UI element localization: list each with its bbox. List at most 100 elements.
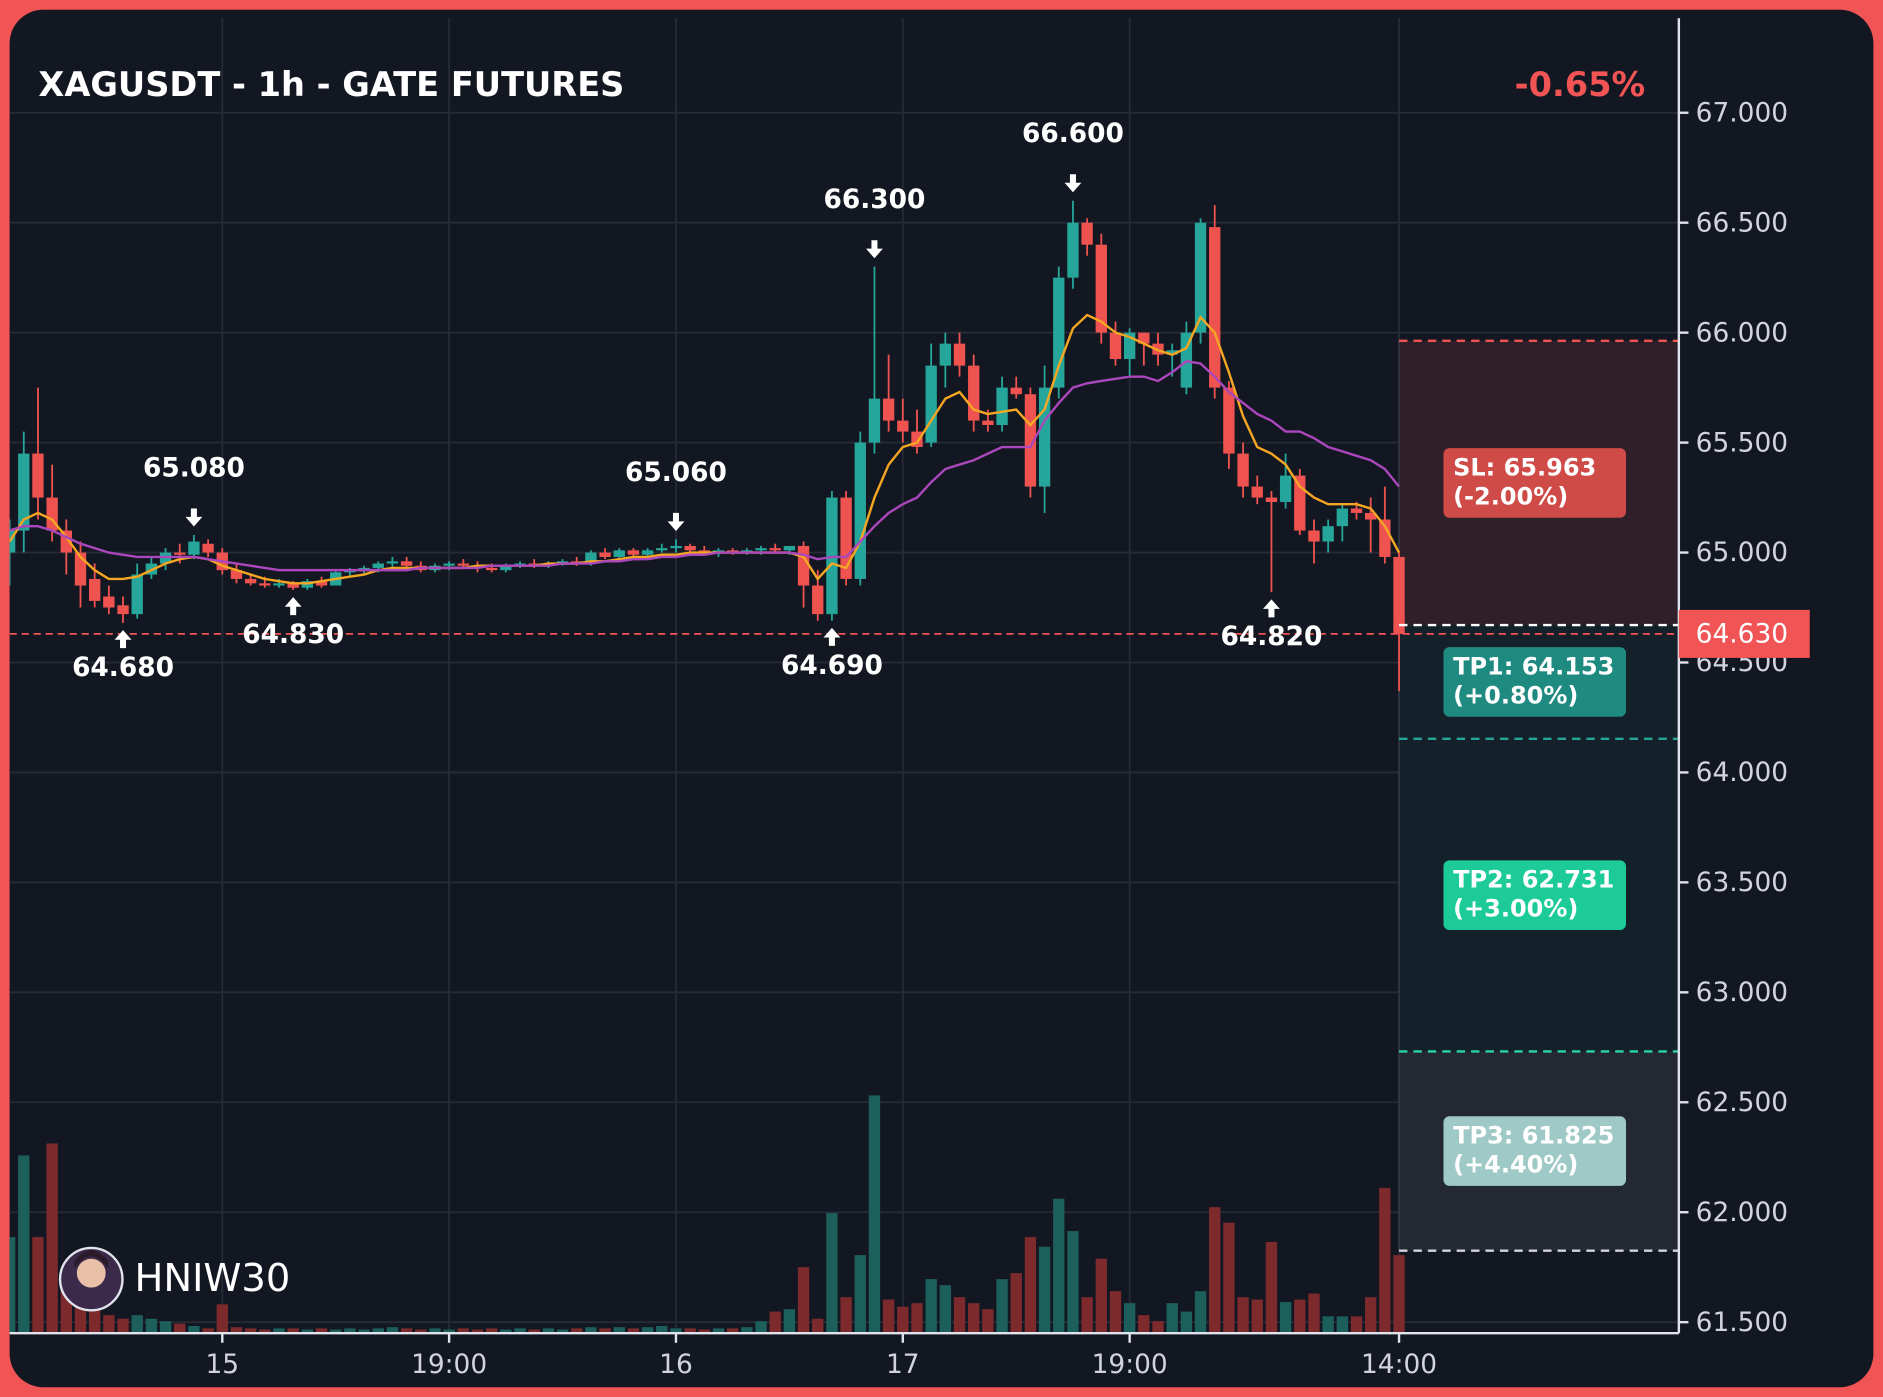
candle-body: [1209, 227, 1221, 388]
candle-body: [1265, 497, 1278, 502]
y-tick-label: 67.000: [1696, 97, 1788, 128]
volume-bar: [1180, 1311, 1193, 1334]
annotation-arrow: [185, 508, 203, 527]
volume-bar: [1138, 1315, 1150, 1334]
volume-bar: [273, 1328, 285, 1334]
level-note: (+4.40%): [1453, 1151, 1578, 1179]
x-tick-label: 15: [205, 1349, 239, 1380]
axes: 61.50062.00062.50063.00063.50064.00064.5…: [205, 97, 1810, 1380]
volume-bar: [1336, 1316, 1348, 1334]
candle-body: [656, 548, 668, 551]
candle-body: [1379, 519, 1391, 557]
volume-bar: [188, 1325, 200, 1334]
level-box: [1443, 1116, 1627, 1186]
moving-average: [9, 360, 1400, 572]
annotation-arrow: [1064, 174, 1082, 193]
volume-bar: [868, 1095, 881, 1334]
level-note: (-2.00%): [1453, 482, 1568, 510]
y-tick-label: 61.500: [1696, 1307, 1788, 1338]
volume-bar: [443, 1329, 455, 1334]
watermark-text: HNIW30: [135, 1256, 291, 1301]
candle-body: [1336, 508, 1348, 527]
volume-bar: [755, 1321, 767, 1334]
candle-body: [769, 548, 781, 551]
candle-body: [89, 578, 101, 601]
volume-bar: [911, 1303, 923, 1334]
candle-body: [32, 453, 44, 498]
y-tick-label: 65.000: [1696, 537, 1788, 568]
annotation-label: 64.830: [242, 619, 344, 650]
volume-bar: [60, 1285, 72, 1334]
annotation-arrow: [1263, 599, 1280, 618]
volume-bar: [429, 1328, 441, 1334]
volume-bar: [542, 1328, 555, 1334]
volume-bar: [1365, 1297, 1377, 1334]
y-tick-label: 66.500: [1696, 207, 1788, 238]
candle-body: [1251, 486, 1263, 498]
level-label: TP3: 61.825: [1453, 1122, 1614, 1150]
candle-body: [400, 561, 413, 566]
volume-bar: [400, 1328, 413, 1334]
volume-bar: [485, 1328, 498, 1334]
candle-body: [1095, 244, 1107, 333]
candle-body: [273, 583, 285, 586]
volume-bar: [216, 1304, 228, 1334]
candle-body: [485, 567, 498, 571]
volume-bar: [287, 1328, 299, 1334]
volume-bar: [145, 1318, 158, 1334]
candle-body: [259, 583, 271, 586]
candle-body: [202, 543, 214, 553]
candle-body: [684, 545, 696, 551]
volume-bar: [330, 1329, 342, 1334]
candle-body: [755, 548, 767, 551]
volume-bar: [315, 1328, 328, 1334]
y-tick-label: 62.000: [1696, 1197, 1788, 1228]
volume: [9, 1095, 1405, 1334]
candle-body: [882, 398, 895, 421]
candle-body: [1223, 387, 1235, 454]
volume-bar: [415, 1329, 427, 1334]
annotation-arrow: [284, 597, 302, 616]
volume-bar: [528, 1329, 540, 1334]
avatar-face: [76, 1258, 106, 1288]
watermark: HNIW30: [58, 1246, 291, 1312]
candle-body: [797, 545, 810, 586]
volume-bar: [1393, 1255, 1405, 1334]
candle-body: [117, 605, 129, 615]
candle-body: [1053, 277, 1065, 388]
volume-bar: [230, 1327, 243, 1334]
candle-body: [18, 453, 30, 531]
annotation-arrow: [823, 627, 841, 646]
y-tick-label: 63.000: [1696, 977, 1788, 1008]
volume-bar: [386, 1327, 399, 1334]
candle-body: [840, 497, 852, 579]
annotation-arrow: [866, 240, 883, 259]
volume-bar: [259, 1329, 271, 1334]
last-price-tag: [1678, 609, 1810, 658]
volume-bar: [1294, 1299, 1306, 1334]
volume-bar: [1053, 1198, 1065, 1334]
level-box: [1443, 448, 1627, 518]
candle-body: [230, 570, 243, 579]
x-tick-label: 19:00: [411, 1349, 487, 1380]
volume-bar: [769, 1311, 781, 1334]
volume-bar: [1237, 1297, 1249, 1334]
volume-bar: [741, 1327, 753, 1334]
x-tick-label: 17: [886, 1349, 920, 1380]
volume-bar: [202, 1328, 214, 1334]
volume-bar: [358, 1329, 370, 1334]
level-label: SL: 65.963: [1453, 454, 1596, 482]
volume-bar: [656, 1325, 668, 1334]
candle-body: [1308, 530, 1320, 542]
volume-bar: [344, 1328, 356, 1334]
annotation-label: 66.600: [1022, 118, 1124, 149]
candle-body: [627, 550, 640, 555]
candle-body: [1081, 222, 1093, 245]
candle-body: [670, 545, 682, 549]
candle-body: [1279, 475, 1292, 502]
candle-body: [939, 343, 952, 366]
candle-body: [1166, 350, 1178, 355]
candle-body: [174, 552, 186, 555]
annotation-label: 64.680: [72, 652, 174, 683]
